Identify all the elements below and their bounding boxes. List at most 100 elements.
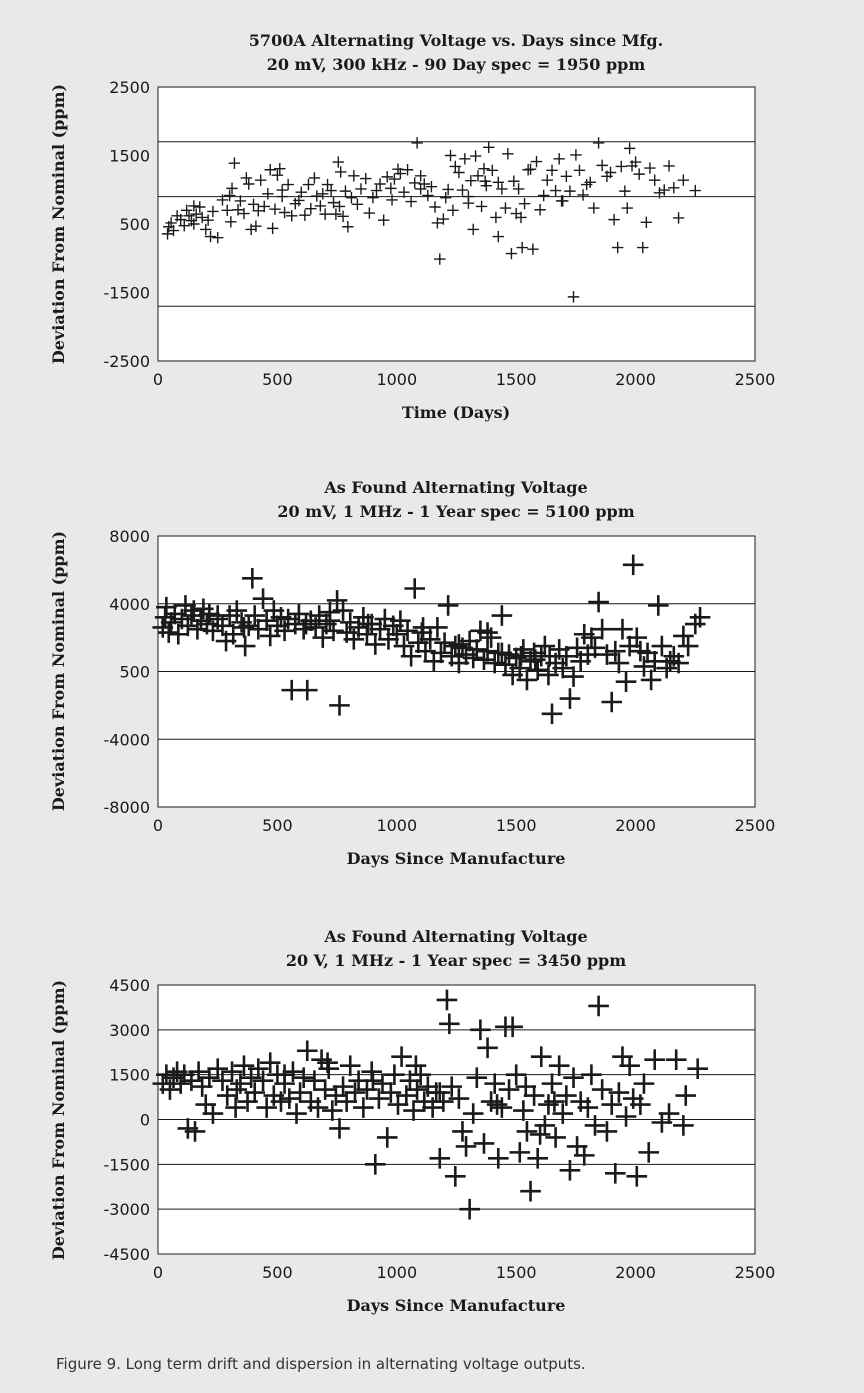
chart-3-data-point [259,1052,281,1074]
chart-2-data-point [207,605,228,626]
chart-3-data-point [221,1061,243,1082]
chart-1-data-point [608,213,620,226]
chart-1-data-point [414,170,427,182]
chart-1-data-point [459,153,471,165]
chart-2-data-point [552,657,574,679]
chart-3-data-point [513,1100,534,1121]
chart-2-data-point [319,610,341,631]
chart-3-y-tick-label: 0 [140,1111,150,1130]
chart-1-data-point [212,232,224,244]
chart-3-data-point [329,1118,350,1139]
chart-3-data-point [523,1085,545,1106]
chart-1-y-tick-labels: 2500 1500 500 -1500 -2500 [104,78,151,371]
chart-3-data-point [516,1121,538,1142]
chart-3-data-point [544,1091,565,1112]
chart-2-data-point [448,634,470,655]
chart-1-data-point [240,172,253,184]
chart-3-data-point [644,1049,666,1071]
chart-3-data-point [376,1127,398,1148]
chart-2-data-point [242,568,263,589]
chart-2-data-point [477,640,498,662]
chart-2-x-tick-label: 2000 [615,816,656,835]
chart-2-data-point [247,618,269,640]
chart-2-x-axis-label: Days Since Manufacture [347,849,566,868]
chart-3-data-point [605,1163,626,1184]
chart-2-data-point [430,642,452,664]
chart-1-data-point [640,216,653,229]
chart-1-data-point [623,142,636,155]
chart-2: As Found Alternating Voltage 20 mV, 1 MH… [49,478,775,868]
chart-3-data-point [403,1100,424,1121]
chart-1-data-point [560,170,573,183]
chart-3-data-point [466,1067,488,1088]
chart-1-data-point [512,183,525,195]
chart-1-x-tick-label: 2500 [735,370,776,389]
chart-3-data-point [665,1049,687,1071]
chart-1-data-point [584,176,596,189]
chart-2-data-point [566,637,588,659]
chart-3-data-point [391,1046,412,1068]
chart-1-data-point [401,164,414,176]
chart-3-data-point [630,1094,651,1115]
chart-1-data-point [264,164,276,176]
chart-1-data-point [252,205,264,217]
chart-1-data-point [351,198,364,210]
chart-2-x-tick-label: 1000 [376,816,417,835]
chart-3-x-axis-label: Days Since Manufacture [347,1296,566,1315]
chart-1-data-point [274,162,286,175]
chart-1-data-point [325,184,337,197]
chart-3-x-tick-label: 500 [262,1263,293,1282]
chart-1-data-point [649,174,661,186]
chart-1-x-tick-label: 1500 [496,370,537,389]
chart-1-data-point [444,149,457,162]
chart-1-data-point [499,202,512,214]
chart-3-data-point [314,1079,336,1100]
chart-2-data-point [415,640,436,662]
chart-1-data-point [339,185,352,197]
chart-2-data-point [400,645,422,667]
chart-1-data-point [194,201,206,213]
chart-3-data-point [556,1085,577,1106]
chart-1-data-point [363,207,376,219]
chart-2-data-point [647,595,669,616]
chart-1-data-point [305,202,317,215]
chart-1-data-point [546,164,558,176]
chart-1-data-point [434,253,446,265]
chart-3-data-point [552,1103,574,1124]
chart-3-y-tick-label: -3000 [104,1200,151,1219]
chart-3-data-point [429,1082,451,1103]
chart-1-data-point [200,223,212,236]
chart-3-data-point [563,1067,584,1088]
chart-1-data-point [689,184,701,197]
chart-2-y-tick-labels: 8000 4000 500 -4000 -8000 [104,527,151,817]
chart-2-data-point [640,669,662,691]
chart-1-data-point [319,208,331,220]
chart-3-data-point [429,1148,451,1169]
chart-3-data-point [452,1121,473,1142]
chart-3-data-point [673,1115,694,1136]
chart-3-data-point [307,1097,329,1118]
chart-1-data-point [422,189,434,202]
chart-2-data-point [541,703,563,725]
chart-2-data-point [473,649,495,670]
chart-3-data-point [170,1073,191,1094]
chart-3-data-point [344,1082,366,1103]
chart-1-data-point [221,204,233,216]
chart-1-data-point [367,191,379,204]
chart-3-data-point [462,1103,484,1124]
chart-3-data-point [487,1148,509,1169]
chart-1-y-tick-label: 2500 [109,78,150,97]
chart-1-data-point [431,217,444,229]
chart-1-data-point [573,164,586,176]
chart-3-data-point [247,1058,269,1079]
chart-3-data-point [486,1094,508,1115]
chart-3-data-point [296,1040,318,1062]
chart-3-data-point [470,1019,491,1041]
chart-1-data-point [190,208,202,220]
chart-3-data-point [159,1079,181,1100]
chart-3-data-point [459,1198,480,1220]
chart-1-data-point [629,156,642,168]
chart-1-data-point [207,205,219,218]
chart-3-x-tick-label: 2000 [615,1263,656,1282]
chart-1-data-point [619,185,631,197]
